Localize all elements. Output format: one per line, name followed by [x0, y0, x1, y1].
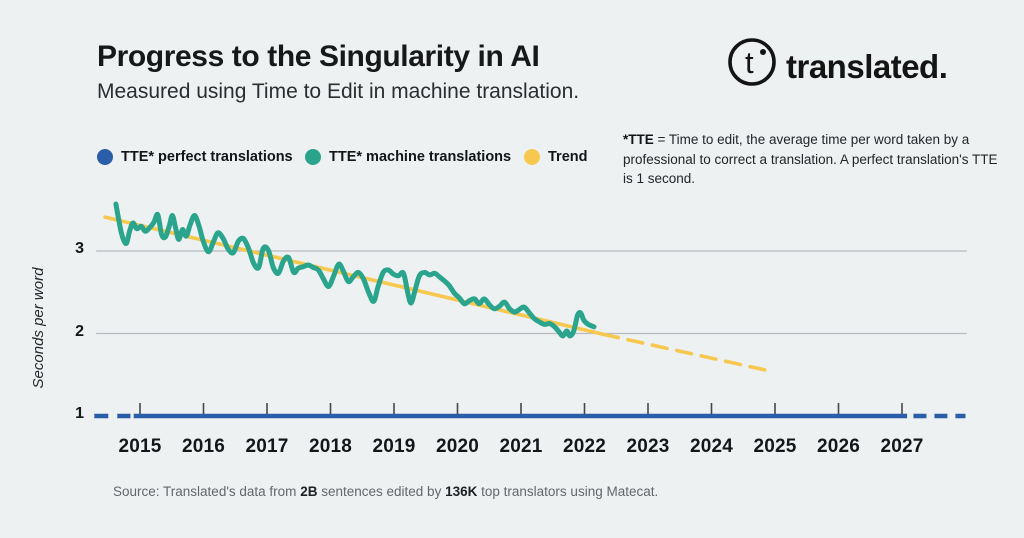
source-line: Source: Translated's data from 2B senten…	[113, 484, 658, 499]
legend-dot-blue-icon	[97, 149, 113, 165]
x-tick-marks	[139, 403, 903, 415]
x-axis-label: 2016	[181, 436, 226, 457]
translated-logo: t translated.	[728, 38, 948, 86]
legend-item-perfect-translations: TTE* perfect translations	[97, 149, 293, 165]
logo-brand-text: translated.	[786, 48, 947, 85]
source-bold-value: 2B	[300, 484, 318, 499]
legend-item-trend: Trend	[524, 149, 587, 165]
gridlines	[96, 250, 967, 335]
legend-item-machine-translations: TTE* machine translations	[305, 149, 511, 165]
x-axis-label: 2021	[499, 436, 543, 457]
legend-label: TTE* perfect translations	[121, 149, 293, 165]
tte-footnote-lead: *TTE	[623, 132, 654, 147]
machine-tte-line	[113, 201, 597, 339]
page-subtitle: Measured using Time to Edit in machine t…	[97, 80, 580, 103]
x-axis-label: 2020	[435, 436, 480, 457]
x-axis-label: 2017	[245, 436, 289, 457]
legend: TTE* perfect translations TTE* machine t…	[0, 149, 1024, 167]
x-axis-label: 2022	[562, 436, 607, 457]
source-label: Source:	[113, 484, 160, 499]
machine-tte-line-group	[113, 201, 597, 339]
x-axis-label: 2019	[372, 436, 416, 457]
x-axis-label: 2026	[816, 436, 861, 457]
logo-circle-icon	[728, 38, 776, 86]
x-axis-label: 2024	[689, 436, 734, 457]
x-axis-labels: 2015 2016 2017 2018 2019 2020 2021 2022 2023 2024…	[0, 436, 1024, 462]
legend-dot-yellow-icon	[524, 149, 540, 165]
page-title: Progress to the Singularity in AI	[97, 40, 540, 73]
x-axis-label: 2027	[880, 436, 924, 457]
x-axis-label: 2018	[308, 436, 353, 457]
y-axis-label: 2	[75, 322, 84, 340]
legend-label: TTE* machine translations	[329, 149, 512, 165]
logo-mark-letter: t	[745, 45, 754, 80]
source-bold-value: 136K	[445, 484, 478, 499]
source-part: sentences edited by	[321, 484, 442, 499]
x-axis-label: 2023	[626, 436, 670, 457]
y-axis-label: 1	[75, 405, 84, 422]
y-axis-label: 3	[75, 240, 84, 257]
tte-footnote-body: = Time to edit, the average time per wor…	[623, 132, 998, 187]
source-part: Translated's data from	[163, 484, 297, 499]
source-part: top translators using Matecat.	[481, 484, 659, 499]
y-axis-labels: 3 2 1	[0, 0, 90, 538]
legend-label: Trend	[548, 149, 588, 165]
legend-dot-teal-icon	[305, 149, 321, 165]
x-axis-label: 2025	[753, 436, 797, 457]
tte-footnote: *TTE = Time to edit, the average time pe…	[623, 130, 1005, 189]
x-axis-label: 2015	[118, 436, 162, 457]
trend-line-dashed	[601, 332, 774, 374]
logo-mark-dot-icon	[760, 49, 766, 55]
